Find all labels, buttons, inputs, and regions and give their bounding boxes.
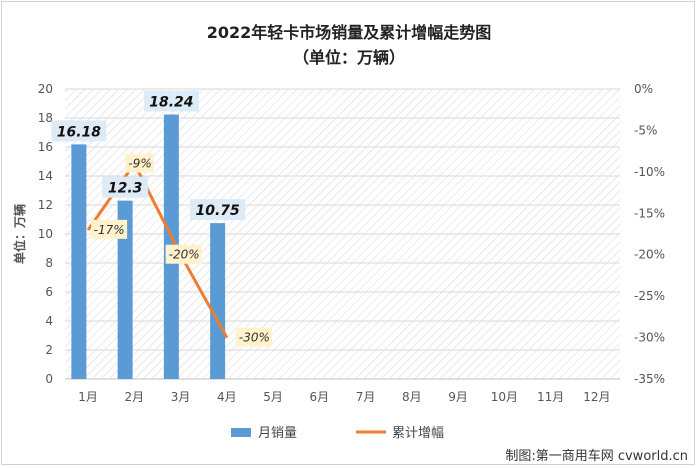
left-tick-label: 10 (38, 227, 53, 241)
left-tick-label: 12 (38, 198, 53, 212)
x-tick-label: 10月 (491, 390, 518, 404)
y-axis-label: 单位：万辆 (12, 204, 27, 264)
left-axis: 0 2 4 6 8 10 12 14 16 18 20 (38, 82, 53, 386)
right-tick-label: -5% (634, 123, 657, 137)
bar-label-box (190, 199, 246, 221)
left-tick-label: 18 (38, 111, 53, 125)
left-tick-label: 8 (45, 256, 53, 270)
right-tick-label: -20% (634, 248, 665, 262)
left-tick-label: 0 (45, 372, 53, 386)
left-tick-label: 14 (38, 169, 53, 183)
left-tick-label: 16 (38, 140, 53, 154)
x-tick-label: 12月 (583, 390, 610, 404)
line-data-label: -30% (239, 331, 270, 345)
left-tick-label: 4 (45, 314, 53, 328)
legend: 月销量 累计增幅 (231, 426, 444, 441)
line-data-label: -20% (169, 248, 200, 262)
left-tick-label: 2 (45, 343, 53, 357)
line-data-label: -9% (128, 157, 151, 171)
x-tick-label: 9月 (448, 390, 468, 404)
bar-label-box (51, 120, 107, 142)
x-tick-label: 2月 (125, 390, 145, 404)
x-tick-label: 6月 (310, 390, 330, 404)
line-label-box (235, 327, 272, 347)
bar-data-label: 12.3 (108, 181, 143, 197)
x-axis: 1月 2月 3月 4月 5月 6月 7月 8月 9月 10月 11月 12月 (78, 390, 610, 404)
line-data-labels: -17% -9% -20% -30% (91, 153, 272, 347)
chart-title: 2022年轻卡市场销量及累计增幅走势图 (207, 23, 492, 42)
bar (210, 223, 226, 379)
x-tick-label: 7月 (356, 390, 376, 404)
right-axis: -35% -30% -25% -20% -15% -10% -5% 0% (634, 82, 665, 386)
bar-data-label: 10.75 (195, 203, 240, 219)
x-tick-label: 3月 (171, 390, 191, 404)
legend-label-bar: 月销量 (258, 426, 297, 441)
legend-label-line: 累计增幅 (392, 426, 444, 441)
bar-label-box (102, 176, 149, 198)
line-label-box (91, 219, 128, 239)
right-tick-label: -15% (634, 206, 665, 220)
chart-credit: 制图:第一商用车网 cvworld.cn (505, 448, 688, 464)
x-tick-label: 1月 (78, 390, 98, 404)
gridlines (65, 88, 620, 380)
line-label-box (165, 244, 202, 264)
bar (117, 200, 133, 379)
x-tick-label: 4月 (217, 390, 237, 404)
legend-swatch-bar (231, 428, 251, 437)
right-tick-label: 0% (634, 82, 653, 96)
x-tick-label: 8月 (402, 390, 422, 404)
line-label-box (125, 153, 154, 173)
x-tick-label: 5月 (263, 390, 283, 404)
right-tick-label: -35% (634, 372, 665, 386)
bar-series (71, 114, 226, 380)
bar (71, 144, 87, 379)
bar-data-label: 18.24 (149, 95, 193, 111)
right-tick-label: -25% (634, 289, 665, 303)
bar-data-label: 16.18 (57, 124, 102, 140)
line-data-label: -17% (94, 223, 125, 237)
right-tick-label: -10% (634, 165, 665, 179)
x-tick-label: 11月 (537, 390, 564, 404)
right-tick-label: -30% (634, 331, 665, 345)
left-tick-label: 6 (45, 285, 53, 299)
bar-label-box (143, 90, 199, 112)
left-tick-label: 20 (38, 82, 53, 96)
chart-subtitle: （单位：万辆） (293, 48, 405, 67)
bar-data-labels: 16.18 12.3 18.24 10.75 (51, 90, 246, 221)
